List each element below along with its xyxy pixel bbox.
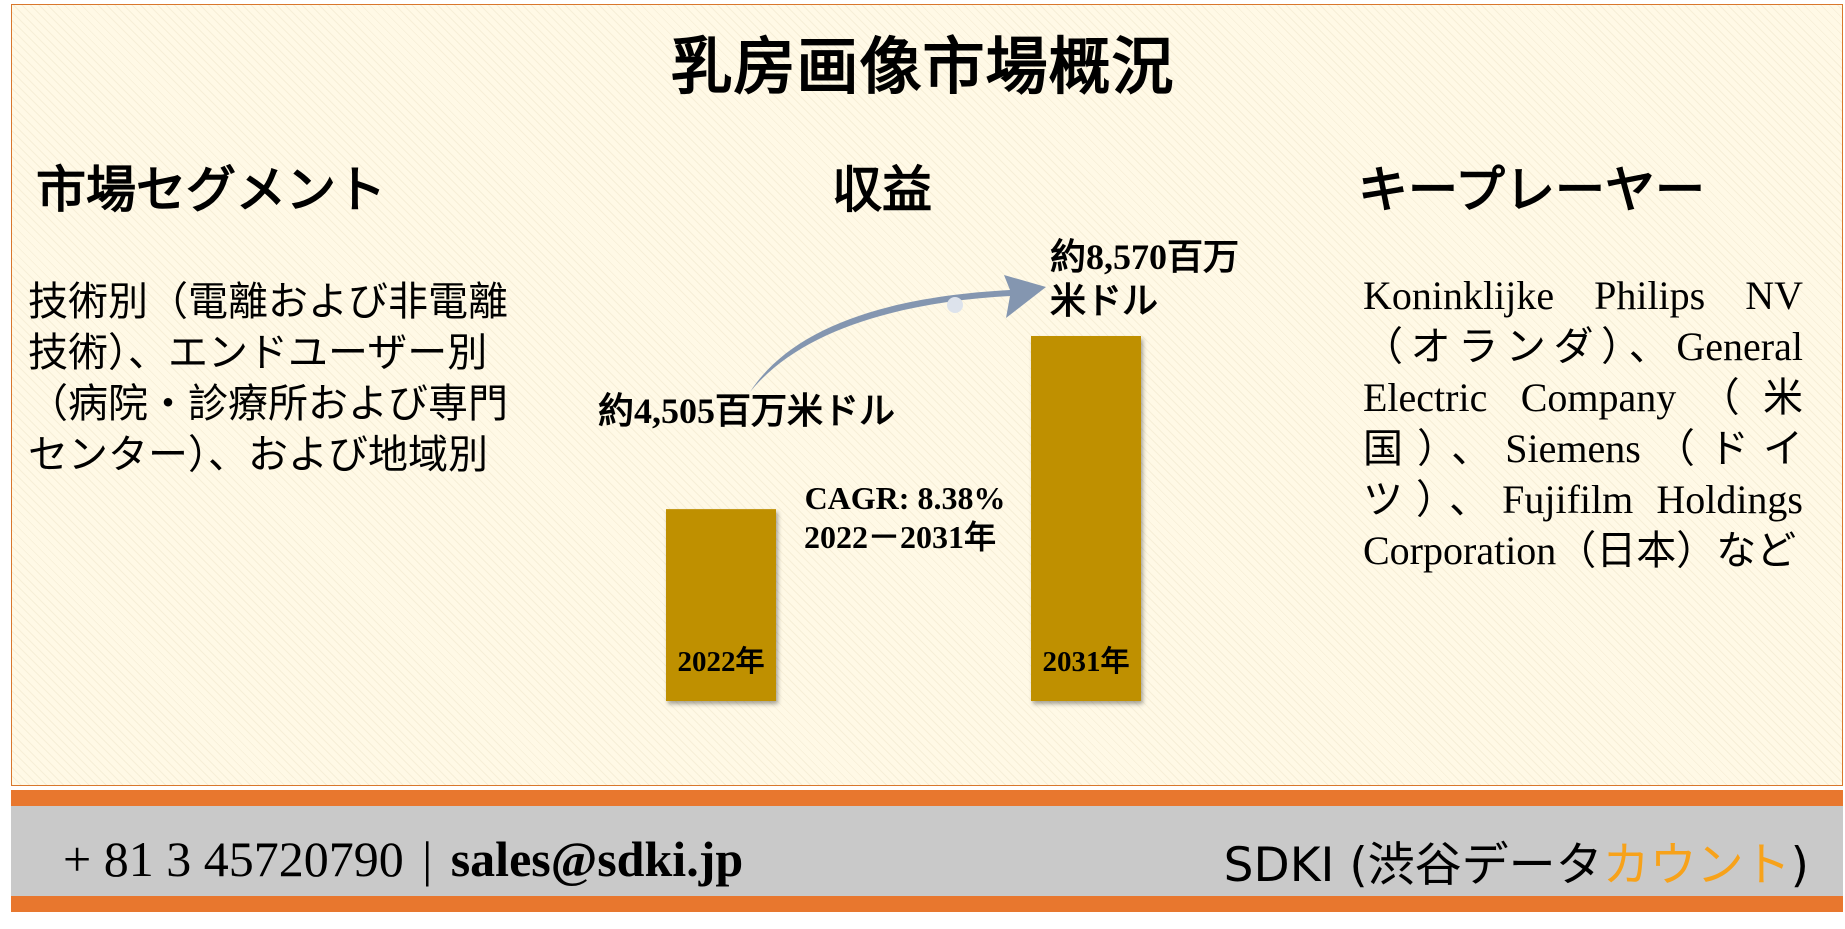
page-title: 乳房画像市場概況 — [670, 34, 1175, 102]
revenue-heading: 収益 — [832, 162, 932, 218]
value-label-2: 約8,570百万米ドル — [1050, 237, 1239, 321]
footer-bar: + 81 3 45720790 | sales@sdki.jp SDKI (渋谷… — [11, 790, 1843, 912]
company-name-prefix: SDKI (渋谷データ — [1223, 838, 1603, 893]
arrow-highlight-dot — [947, 297, 963, 313]
phone-number: + 81 3 45720790 — [63, 831, 404, 887]
value-label-1: 約4,505百万米ドル — [598, 391, 895, 431]
bar-category-label-1: 2022年 — [677, 644, 764, 678]
company-name-accent: カウント — [1602, 838, 1791, 893]
segments-text: 技術別（電離および非電離技術）、エンドユーザー別（病院・診療所および専門センター… — [28, 279, 508, 477]
contact-info: + 81 3 45720790 | sales@sdki.jp — [63, 830, 743, 888]
segments-heading: 市場セグメント — [36, 162, 386, 218]
cagr-label: CAGR: 8.38% — [805, 480, 1006, 516]
market-overview-panel — [11, 4, 1843, 786]
players-text: Koninklijke Philips NV（オランダ）、General Ele… — [1363, 273, 1803, 573]
players-heading: キープレーヤー — [1358, 162, 1705, 218]
bar-2 — [1031, 336, 1141, 701]
email-link[interactable]: sales@sdki.jp — [450, 831, 744, 887]
growth-arrow — [750, 275, 1046, 392]
company-name: SDKI (渋谷データカウント) — [1224, 826, 1809, 895]
company-name-suffix: ) — [1790, 838, 1809, 893]
contact-separator: | — [422, 831, 433, 887]
bar-category-label-2: 2031年 — [1042, 644, 1129, 678]
cagr-period-label: 2022－2031年 — [804, 519, 996, 555]
bar-1 — [666, 509, 776, 701]
